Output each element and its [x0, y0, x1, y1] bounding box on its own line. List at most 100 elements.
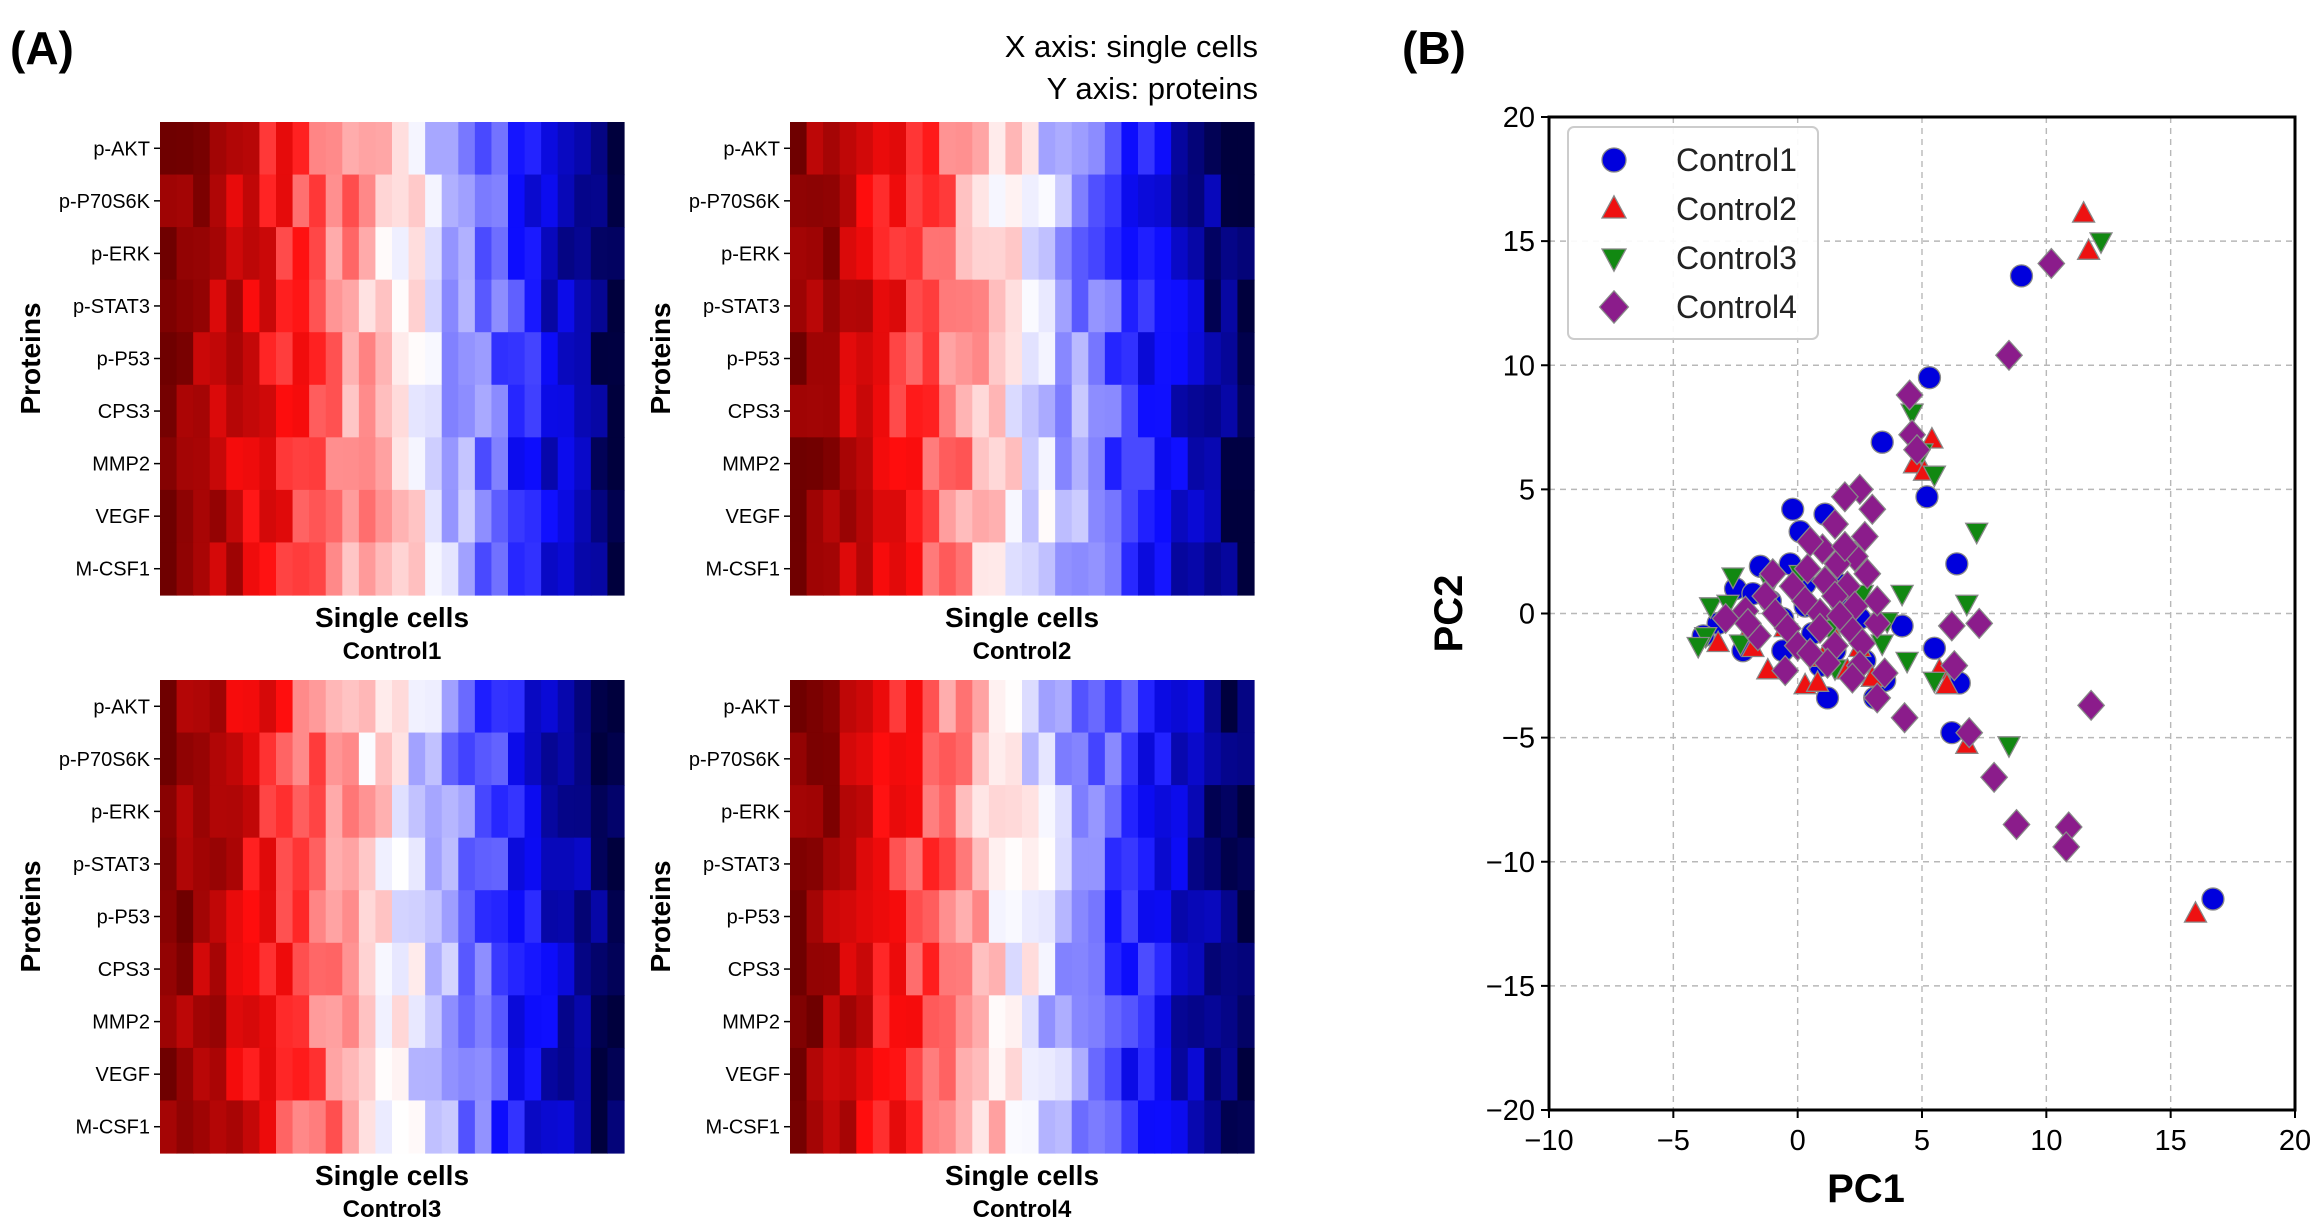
heatmap-cell — [1055, 1047, 1073, 1102]
heatmap-cell — [839, 732, 857, 786]
heatmap-cell — [972, 174, 990, 228]
heatmap-cell — [309, 1047, 327, 1102]
heatmap-cell — [425, 384, 443, 438]
heatmap-cell — [1022, 122, 1040, 176]
heatmap-cell — [1121, 542, 1139, 596]
heatmap-cell — [209, 227, 227, 281]
heatmap-cell — [922, 890, 940, 944]
control2-point — [1805, 669, 1830, 692]
heatmap-cell — [1022, 942, 1040, 996]
heatmap-cell — [590, 227, 609, 281]
heatmap-cell — [160, 174, 178, 228]
heatmap-cell — [242, 995, 261, 1049]
heatmap-cell — [1121, 437, 1139, 491]
heatmap-cell — [1121, 279, 1139, 333]
heatmap-cell — [889, 785, 907, 839]
heatmap-cell — [1022, 279, 1040, 333]
heatmap-cell — [1187, 1047, 1205, 1102]
heatmap-cell — [939, 1047, 957, 1102]
heatmap-cell — [209, 680, 227, 734]
heatmap-cell — [1220, 890, 1239, 944]
heatmap-cell — [209, 384, 227, 438]
heatmap-cell — [906, 785, 924, 839]
heatmap-cell — [1121, 680, 1139, 734]
heatmap-cell — [209, 785, 227, 839]
heatmap-cell — [790, 542, 808, 596]
heatmap-cell — [408, 732, 426, 786]
heatmap-cell — [823, 437, 841, 491]
protein-label: p-ERK — [721, 243, 781, 265]
heatmap-cell — [209, 1047, 227, 1102]
control2-legend-marker — [1600, 194, 1628, 219]
heatmap-cell — [806, 995, 824, 1049]
heatmap-cell — [1237, 542, 1255, 596]
heatmap-cell — [160, 489, 178, 544]
heatmap-cell — [309, 174, 327, 228]
heatmap-cell — [839, 122, 857, 176]
heatmap-cell — [1220, 332, 1239, 386]
heatmap-cell — [955, 995, 973, 1049]
protein-label: p-AKT — [723, 696, 780, 718]
heatmap-cell — [259, 732, 277, 786]
control4-point — [2052, 831, 2081, 863]
heatmap-cell — [1055, 837, 1073, 891]
heatmap-cell — [276, 279, 294, 333]
heatmap-cell — [524, 680, 542, 734]
heatmap-cell — [1138, 437, 1156, 491]
heatmap-cell — [922, 279, 940, 333]
heatmap-cell — [392, 785, 410, 839]
control4-point — [1955, 716, 1984, 749]
heatmap-title: Control4 — [973, 1196, 1072, 1223]
heatmap-cell — [392, 489, 410, 544]
heatmap-cell — [1022, 995, 1040, 1049]
heatmap-cell — [160, 890, 178, 944]
heatmap-cell — [242, 680, 261, 734]
heatmap-cell — [856, 279, 874, 333]
heatmap-cell — [889, 122, 907, 176]
heatmap-cell — [1171, 890, 1189, 944]
heatmap-cell — [1088, 837, 1106, 891]
heatmap-cell — [1071, 227, 1089, 281]
heatmap-cell — [1055, 489, 1073, 544]
protein-label: p-STAT3 — [73, 854, 150, 876]
protein-label: p-AKT — [93, 696, 150, 718]
heatmap-cell — [176, 890, 194, 944]
control4-point — [1994, 339, 2024, 372]
heatmap-cell — [922, 785, 940, 839]
heatmap-cell — [972, 785, 990, 839]
heatmap-cell — [524, 890, 542, 944]
heatmap-cell — [1104, 227, 1123, 281]
heatmap-cell — [259, 785, 277, 839]
heatmap-cell — [1038, 942, 1056, 996]
heatmap-cell — [375, 732, 393, 786]
heatmap-cell — [508, 542, 526, 596]
control1-point — [1945, 552, 1969, 576]
heatmap-cell — [906, 279, 924, 333]
heatmap-control4: p-AKT p-P70S6K p-ERK p-STAT3 p-P53 CPS3 MMP2 VE… — [645, 680, 1255, 1223]
heatmap-cell — [1121, 227, 1139, 281]
heatmap-cell — [806, 279, 824, 333]
heatmap-cell — [375, 890, 393, 944]
heatmap-cell — [607, 785, 625, 839]
heatmap-cell — [1022, 1047, 1040, 1102]
heatmap-cell — [988, 785, 1007, 839]
heatmap-cell — [474, 279, 493, 333]
heatmap-cell — [922, 942, 940, 996]
heatmap-cell — [988, 1100, 1007, 1154]
heatmap-cell — [1171, 437, 1189, 491]
heatmap-cell — [325, 437, 343, 491]
heatmap-cell — [209, 489, 227, 544]
control1-point — [1870, 430, 1894, 454]
heatmap-ylabel: Proteins — [15, 302, 46, 414]
heatmap-cell — [839, 942, 857, 996]
heatmap-cell — [955, 942, 973, 996]
heatmap-cell — [259, 1047, 277, 1102]
heatmap-cell — [806, 174, 824, 228]
heatmap-cell — [906, 942, 924, 996]
heatmap-cell — [309, 680, 327, 734]
heatmap-cell — [557, 995, 575, 1049]
heatmap-cell — [209, 279, 227, 333]
heatmap-cell — [375, 384, 393, 438]
heatmap-cell — [176, 1100, 194, 1154]
heatmap-cell — [325, 732, 343, 786]
